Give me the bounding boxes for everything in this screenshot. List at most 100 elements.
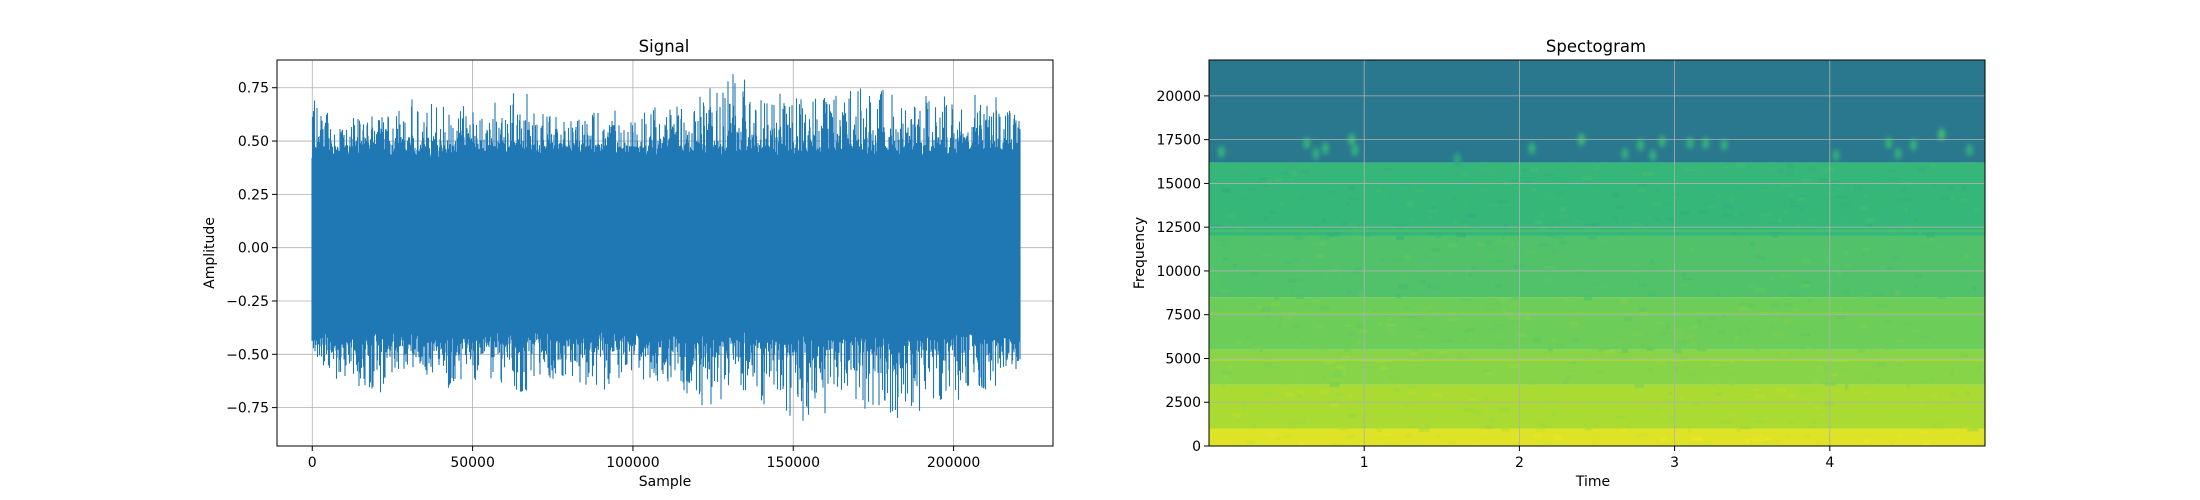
spectrogram-texture-cell bbox=[1917, 231, 1923, 236]
spectrogram-texture-cell bbox=[1384, 285, 1394, 288]
spectrogram-texture-cell bbox=[1644, 169, 1650, 174]
spectrogram-texture-cell bbox=[1549, 228, 1560, 231]
spectrogram-y-tick-label: 0 bbox=[1192, 439, 1201, 455]
spectrogram-texture-cell bbox=[1801, 284, 1811, 288]
spectrogram-texture-cell bbox=[1441, 182, 1446, 186]
spectrogram-texture-cell bbox=[1493, 260, 1505, 263]
spectrogram-texture-cell bbox=[1812, 421, 1816, 425]
spectrogram-texture-cell bbox=[1420, 279, 1427, 284]
spectrogram-texture-cell bbox=[1623, 317, 1632, 322]
spectrogram-texture-cell bbox=[1333, 443, 1338, 446]
spectrogram-texture-cell bbox=[1326, 232, 1335, 237]
spectrogram-texture-cell bbox=[1597, 285, 1606, 288]
spectrogram-texture-cell bbox=[1682, 272, 1687, 277]
spectrogram-texture-cell bbox=[1388, 193, 1394, 196]
spectrogram-texture-cell bbox=[1485, 390, 1495, 394]
spectrogram-texture-cell bbox=[1417, 327, 1428, 332]
spectrogram-texture-cell bbox=[1815, 440, 1822, 446]
spectrogram-texture-cell bbox=[1929, 237, 1934, 241]
spectrogram-texture-cell bbox=[1365, 341, 1374, 345]
spectrogram-texture-cell bbox=[1861, 254, 1866, 257]
spectrogram-texture-cell bbox=[1452, 237, 1459, 242]
spectrogram-texture-cell bbox=[1391, 438, 1396, 442]
spectrogram-texture-cell bbox=[1742, 276, 1754, 280]
spectrogram-texture-cell bbox=[1772, 332, 1784, 337]
spectrogram-texture-cell bbox=[1799, 333, 1811, 337]
spectrogram-texture-cell bbox=[1733, 230, 1738, 236]
spectrogram-texture-cell bbox=[1559, 213, 1569, 218]
spectrogram-texture-cell bbox=[1540, 213, 1546, 217]
spectrogram-texture-cell bbox=[1289, 292, 1293, 296]
spectrogram-texture-cell bbox=[1393, 388, 1397, 392]
spectrogram-texture-cell bbox=[1259, 177, 1269, 181]
spectrogram-texture-cell bbox=[1280, 381, 1288, 385]
spectrogram-texture-cell bbox=[1407, 388, 1414, 392]
spectrogram-texture-cell bbox=[1768, 221, 1779, 225]
spectrogram-texture-cell bbox=[1791, 290, 1800, 293]
spectrogram-texture-cell bbox=[1666, 217, 1675, 221]
spectrogram-texture-cell bbox=[1769, 439, 1780, 445]
spectrogram-texture-cell bbox=[1462, 352, 1469, 355]
spectrogram-x-tick-label: 1 bbox=[1360, 455, 1369, 471]
spectrogram-texture-cell bbox=[1293, 171, 1297, 177]
spectrogram-texture-cell bbox=[1764, 315, 1771, 319]
signal-y-tick-label: −0.25 bbox=[226, 294, 269, 310]
spectrogram-texture-cell bbox=[1523, 177, 1533, 181]
spectrogram-texture-cell bbox=[1839, 396, 1847, 400]
spectrogram-texture-cell bbox=[1979, 365, 1984, 370]
spectrogram-texture-cell bbox=[1354, 240, 1359, 243]
spectrogram-texture-cell bbox=[1859, 206, 1868, 211]
spectrogram-texture-cell bbox=[1914, 303, 1926, 306]
spectrogram-texture-cell bbox=[1453, 220, 1461, 225]
spectrogram-texture-cell bbox=[1247, 187, 1256, 191]
spectrogram-texture-cell bbox=[1377, 322, 1381, 327]
spectrogram-texture-cell bbox=[1818, 177, 1828, 183]
signal-panel: Signal 0 50000 100000 150000 200000 −0.75 −0.5… bbox=[202, 37, 1054, 490]
spectrogram-texture-cell bbox=[1339, 275, 1343, 279]
spectrogram-texture-cell bbox=[1218, 239, 1229, 242]
spectrogram-texture-cell bbox=[1783, 210, 1789, 213]
spectrogram-texture-cell bbox=[1338, 426, 1347, 431]
spectrogram-texture-cell bbox=[1858, 238, 1869, 243]
spectrogram-texture-cell bbox=[1297, 275, 1301, 279]
spectrogram-texture-cell bbox=[1222, 374, 1227, 378]
spectrogram-texture-cell bbox=[1496, 180, 1500, 185]
spectrogram-texture-cell bbox=[1385, 323, 1397, 328]
spectrogram-texture-cell bbox=[1406, 202, 1414, 207]
spectrogram-texture-cell bbox=[1631, 331, 1638, 336]
spectrogram-texture-cell bbox=[1858, 295, 1866, 299]
spectrogram-texture-cell bbox=[1292, 257, 1299, 261]
spectrogram-texture-cell bbox=[1245, 352, 1251, 357]
spectrogram-texture-cell bbox=[1236, 393, 1243, 398]
spectrogram-texture-cell bbox=[1736, 427, 1741, 432]
spectrogram-texture-cell bbox=[1507, 262, 1514, 266]
spectrogram-texture-cell bbox=[1797, 224, 1802, 229]
spectrogram-texture-cell bbox=[1638, 283, 1648, 287]
spectrogram-texture-cell bbox=[1931, 182, 1938, 187]
spectrogram-texture-cell bbox=[1303, 192, 1308, 197]
spectrogram-texture-cell bbox=[1409, 218, 1416, 223]
spectrogram-texture-cell bbox=[1722, 166, 1729, 169]
spectrogram-texture-cell bbox=[1584, 223, 1592, 227]
spectrogram-texture-cell bbox=[1721, 289, 1731, 294]
spectrogram-texture-cell bbox=[1456, 233, 1466, 238]
spectrogram-texture-cell bbox=[1806, 328, 1812, 331]
spectrogram-texture-cell bbox=[1534, 220, 1543, 225]
spectrogram-texture-cell bbox=[1448, 441, 1456, 444]
spectrogram-texture-cell bbox=[1697, 318, 1703, 324]
spectrogram-texture-cell bbox=[1605, 350, 1615, 355]
spectrogram-texture-cell bbox=[1379, 365, 1386, 370]
spectrogram-texture-cell bbox=[1262, 392, 1273, 397]
spectrogram-texture-cell bbox=[1716, 195, 1721, 199]
spectrogram-texture-cell bbox=[1221, 257, 1229, 261]
spectrogram-texture-cell bbox=[1973, 208, 1981, 213]
spectrogram-texture-cell bbox=[1722, 213, 1733, 218]
spectrogram-texture-cell bbox=[1762, 441, 1770, 444]
spectrogram-texture-cell bbox=[1412, 244, 1418, 247]
spectrogram-texture-cell bbox=[1525, 382, 1537, 385]
spectrogram-texture-cell bbox=[1283, 247, 1289, 250]
spectrogram-texture-cell bbox=[1224, 434, 1233, 437]
spectrogram-texture-cell bbox=[1836, 271, 1842, 277]
spectrogram-texture-cell bbox=[1864, 391, 1869, 394]
spectrogram-x-tick-label: 3 bbox=[1670, 455, 1679, 471]
